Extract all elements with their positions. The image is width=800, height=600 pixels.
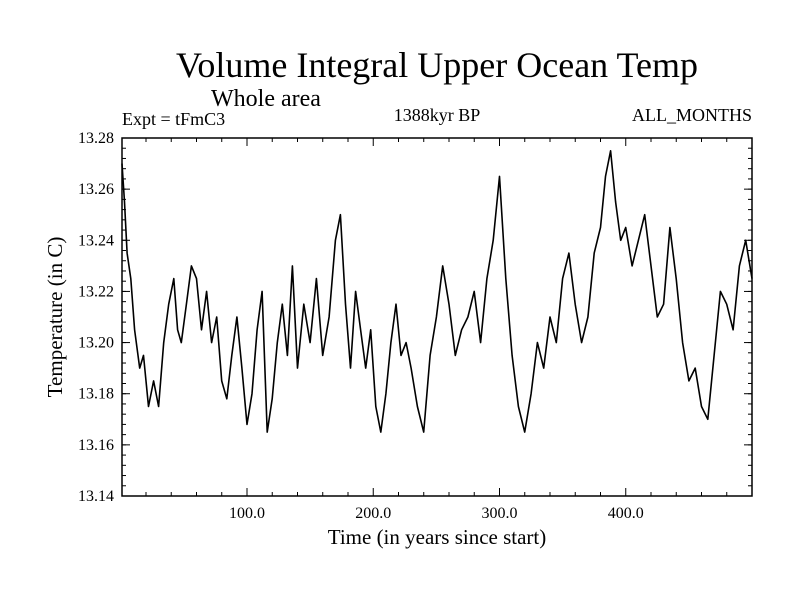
experiment-label: Expt = tFmC3 xyxy=(122,109,225,129)
y-tick-label: 13.28 xyxy=(78,130,114,147)
x-tick-label: 200.0 xyxy=(355,505,391,522)
months-label: ALL_MONTHS xyxy=(632,105,752,125)
y-tick-label: 13.18 xyxy=(78,386,114,403)
chart-subtitle: Whole area xyxy=(211,86,321,112)
y-tick-label: 13.16 xyxy=(78,437,114,454)
x-tick-label: 300.0 xyxy=(481,505,517,522)
x-axis-label: Time (in years since start) xyxy=(328,525,547,549)
period-label: 1388kyr BP xyxy=(394,105,481,125)
chart-title: Volume Integral Upper Ocean Temp xyxy=(176,45,698,85)
x-tick-label: 400.0 xyxy=(608,505,644,522)
axis-ticks xyxy=(122,137,752,497)
y-tick-labels: 13.14 13.16 13.18 13.20 13.22 13.24 13.26 13.28 xyxy=(78,130,114,505)
series-line xyxy=(121,150,753,433)
y-tick-label: 13.14 xyxy=(78,488,114,505)
y-tick-label: 13.26 xyxy=(78,181,114,198)
y-tick-label: 13.20 xyxy=(78,335,114,352)
y-axis-label: Temperature (in C) xyxy=(43,237,67,398)
y-tick-label: 13.22 xyxy=(78,283,114,300)
x-tick-label: 100.0 xyxy=(229,505,265,522)
plot-frame xyxy=(121,137,753,497)
x-tick-labels: 100.0 200.0 300.0 400.0 xyxy=(229,505,644,522)
y-tick-label: 13.24 xyxy=(78,232,114,249)
